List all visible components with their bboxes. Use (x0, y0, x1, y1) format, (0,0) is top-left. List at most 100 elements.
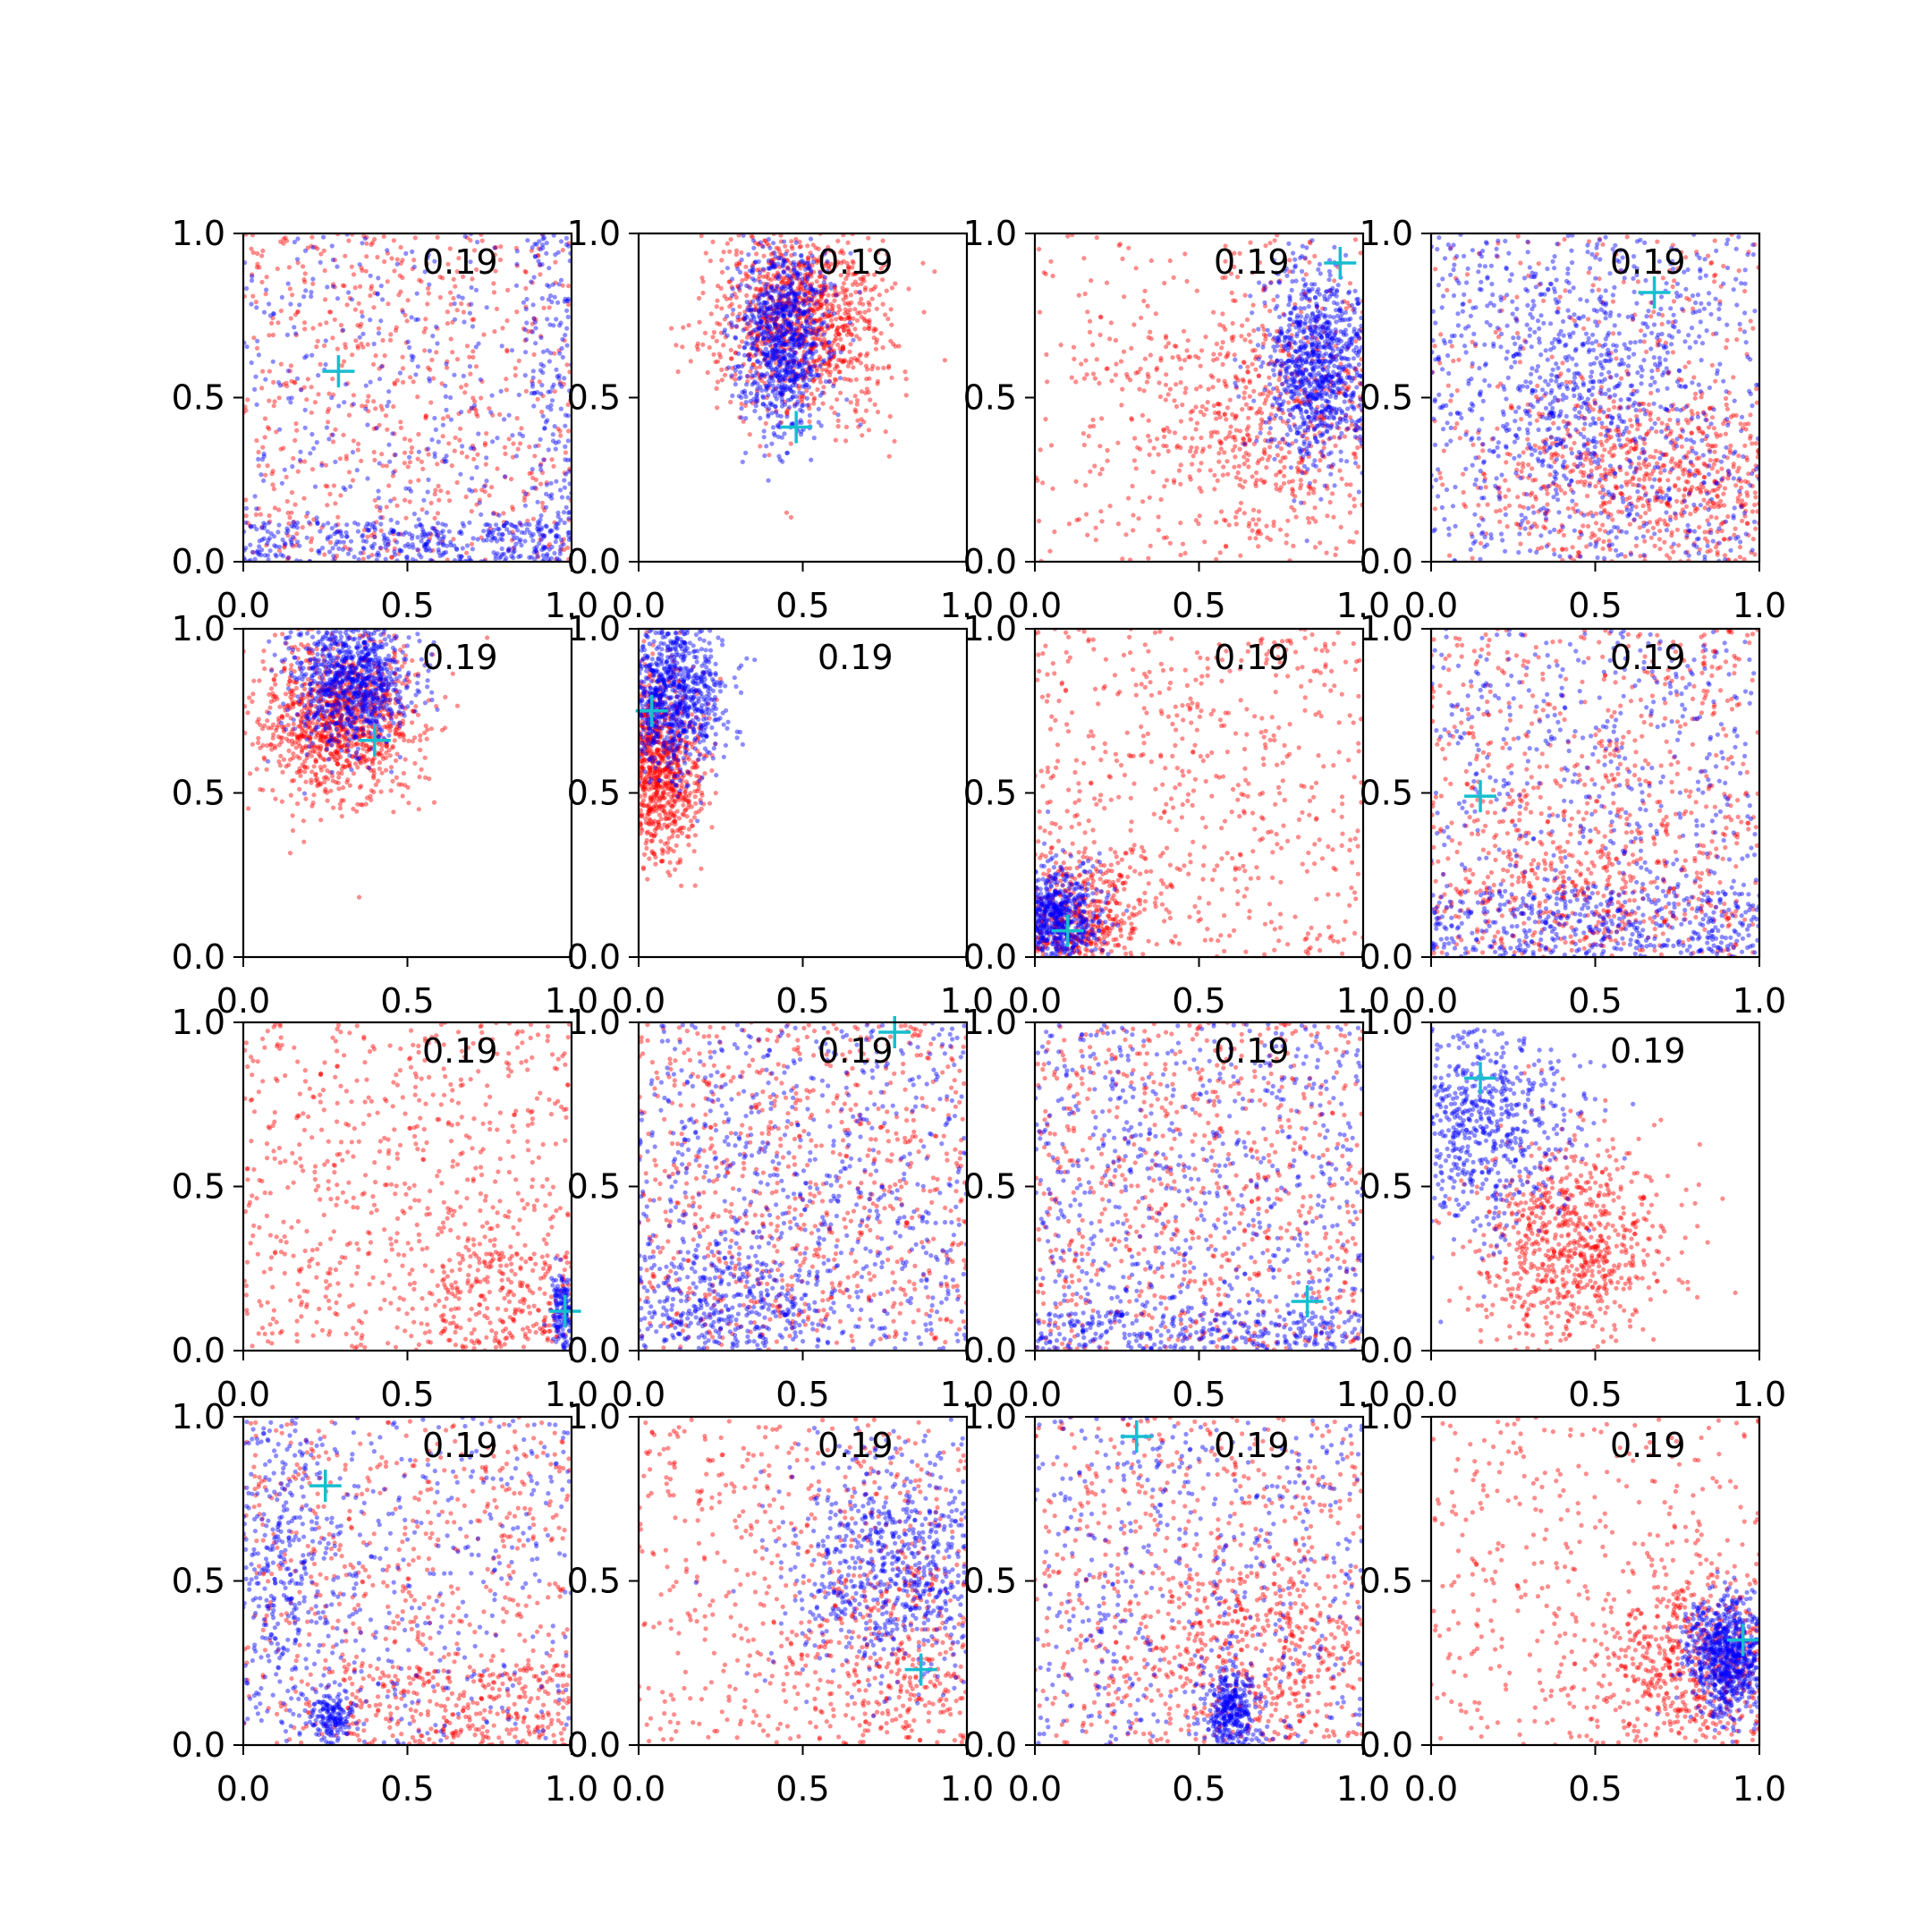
blue-point (808, 349, 813, 354)
blue-point (774, 317, 779, 322)
blue-point (404, 555, 410, 560)
red-point (547, 305, 552, 310)
blue-point (814, 372, 819, 377)
blue-point (285, 281, 291, 286)
blue-point (1300, 470, 1305, 476)
red-point (1087, 318, 1093, 324)
blue-point (792, 375, 799, 380)
red-point (258, 512, 263, 517)
blue-point (495, 551, 500, 556)
blue-point (1279, 363, 1284, 369)
blue-point (765, 301, 770, 306)
red-point (1126, 496, 1131, 501)
blue-point (802, 292, 808, 298)
red-point (754, 337, 759, 343)
blue-point (782, 307, 788, 312)
red-point (775, 298, 782, 303)
red-point (810, 335, 816, 341)
blue-point (826, 379, 832, 385)
x-tick-label: 0.0 (216, 586, 270, 625)
red-point (1257, 528, 1262, 533)
red-point (536, 555, 541, 560)
red-point (775, 272, 781, 277)
red-point (331, 282, 336, 287)
blue-point (476, 431, 481, 436)
blue-point (360, 538, 366, 544)
red-point (770, 250, 775, 256)
red-point (845, 309, 851, 315)
blue-point (752, 277, 758, 284)
blue-point (448, 539, 453, 545)
blue-point (761, 336, 767, 342)
red-point (1217, 352, 1223, 357)
red-point (1289, 344, 1294, 351)
red-point (1233, 298, 1238, 303)
red-point (1286, 400, 1292, 405)
red-point (1294, 358, 1300, 363)
red-point (794, 312, 801, 318)
red-point (783, 304, 788, 309)
blue-point (785, 295, 791, 301)
red-point (865, 351, 870, 356)
red-point (430, 547, 436, 553)
blue-point (290, 463, 295, 470)
blue-point (410, 556, 415, 562)
red-point (253, 512, 258, 518)
blue-point (806, 260, 811, 266)
red-point (1083, 358, 1089, 363)
blue-point (771, 357, 776, 362)
red-point (766, 282, 771, 287)
blue-point (1287, 293, 1292, 299)
blue-point (1275, 293, 1280, 299)
blue-point (795, 399, 801, 404)
blue-point (796, 373, 801, 379)
blue-point (784, 414, 790, 419)
red-point (854, 282, 860, 287)
blue-point (458, 529, 463, 534)
blue-point (773, 324, 778, 329)
blue-point (381, 532, 386, 538)
blue-point (813, 287, 818, 292)
red-point (777, 264, 783, 270)
red-point (397, 273, 402, 278)
red-point (1289, 504, 1294, 510)
red-point (767, 318, 772, 324)
blue-point (294, 376, 301, 381)
blue-point (766, 258, 772, 263)
red-point (335, 521, 341, 528)
red-point (1194, 386, 1199, 392)
red-point (1122, 294, 1127, 300)
red-point (1146, 375, 1151, 380)
blue-point (778, 413, 784, 419)
blue-point (771, 352, 776, 357)
red-point (535, 253, 541, 258)
red-point (445, 557, 450, 562)
red-point (260, 445, 266, 450)
red-point (1104, 280, 1110, 285)
red-point (350, 352, 355, 358)
red-point (1217, 550, 1223, 555)
red-point (1153, 311, 1158, 317)
blue-point (770, 348, 775, 353)
blue-point (822, 251, 827, 257)
red-point (780, 310, 785, 316)
red-point (813, 245, 818, 250)
blue-point (767, 350, 773, 355)
blue-point (532, 319, 538, 325)
red-point (346, 412, 352, 418)
red-point (811, 397, 817, 402)
red-point (779, 303, 784, 309)
blue-point (791, 352, 796, 358)
red-point (741, 316, 747, 321)
blue-point (778, 391, 784, 396)
blue-point (538, 532, 543, 538)
blue-point (556, 376, 562, 381)
blue-point (1314, 303, 1319, 309)
red-point (302, 326, 308, 332)
blue-point (363, 383, 369, 388)
red-point (802, 314, 808, 319)
red-point (800, 394, 805, 399)
blue-point (783, 357, 788, 362)
red-point (734, 261, 740, 267)
blue-point (772, 433, 777, 438)
